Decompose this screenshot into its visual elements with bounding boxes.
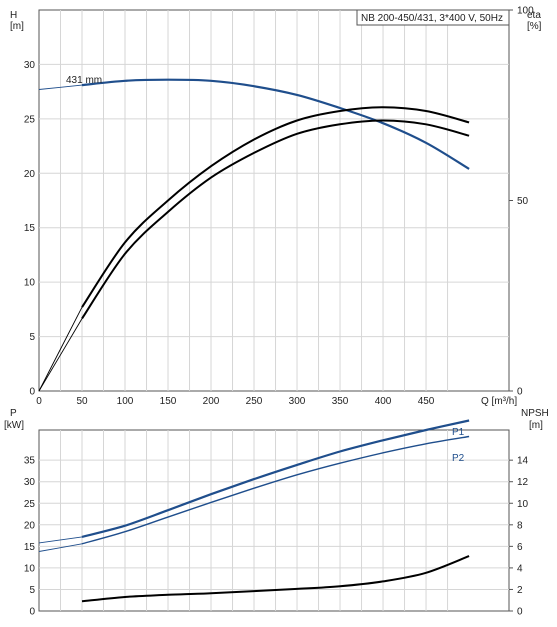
- y-right-tick-label: 2: [517, 585, 523, 596]
- y-right-tick-label: 0: [517, 387, 523, 398]
- x-tick-label: 300: [289, 396, 306, 407]
- y-left-tick-label: 10: [24, 278, 36, 289]
- top-grid: [39, 10, 509, 391]
- eta-axis-unit: [%]: [527, 21, 542, 32]
- x-tick-label: 350: [332, 396, 349, 407]
- y-left-tick-label: 15: [24, 223, 36, 234]
- p2-label: P2: [452, 453, 465, 464]
- series-line: [81, 119, 470, 320]
- y-left-tick-label: 25: [24, 499, 36, 510]
- x-tick-label: 250: [246, 396, 263, 407]
- series-extrapolation-line: [38, 318, 83, 392]
- y-left-tick-label: 0: [29, 607, 35, 618]
- y-right-tick-label: 100: [517, 6, 534, 17]
- power-npsh-panel: 0 5 10 15 20 25 30 35 0 2 4 6 8 10 12 14 P [kW] NPSH [m…: [4, 408, 549, 618]
- y-left-tick-label: 20: [24, 520, 36, 531]
- y-left-tick-label: 30: [24, 477, 36, 488]
- power-axis-unit: [kW]: [4, 420, 24, 431]
- y-left-tick-label: 5: [29, 585, 35, 596]
- x-tick-label: 200: [203, 396, 220, 407]
- x-tick-label: 150: [160, 396, 177, 407]
- y-left-tick-label: 35: [24, 456, 36, 467]
- series-extrapolation-line: [38, 543, 83, 552]
- y-left-tick-label: 0: [29, 387, 35, 398]
- head-axis-unit: [m]: [10, 21, 24, 32]
- y-right-tick-label: 50: [517, 196, 529, 207]
- power-axis-label: P: [10, 408, 17, 419]
- y-left-tick-label: 15: [24, 542, 36, 553]
- title-box: [356, 9, 510, 26]
- top-plot-frame: [38, 9, 510, 392]
- y-right-tick-label: 6: [517, 542, 523, 553]
- series-line: [81, 555, 470, 603]
- x-tick-label: 400: [375, 396, 392, 407]
- y-right-tick-label: 8: [517, 520, 523, 531]
- series-line: [81, 435, 470, 545]
- eta-axis-label: eta: [527, 10, 541, 21]
- npsh-axis-unit: [m]: [529, 420, 543, 431]
- x-tick-label: 100: [117, 396, 134, 407]
- top-series: [38, 78, 470, 392]
- y-right-tick-label: 12: [517, 477, 529, 488]
- flow-axis-label: Q [m³/h]: [481, 396, 517, 407]
- y-right-tick-label: 0: [517, 607, 523, 618]
- y-left-tick-label: 25: [24, 114, 36, 125]
- series-line: [81, 106, 470, 308]
- series-extrapolation-line: [38, 536, 83, 544]
- series-line: [81, 419, 470, 538]
- y-right-tick-label: 14: [517, 456, 529, 467]
- series-extrapolation-line: [38, 84, 83, 90]
- impeller-diameter-label: 431 mm: [66, 75, 102, 86]
- p1-label: P1: [452, 427, 465, 438]
- y-right-tick-label: 4: [517, 563, 523, 574]
- bottom-tick-labels: 0 5 10 15 20 25 30 35 0 2 4 6 8 10 12 14: [24, 456, 529, 618]
- npsh-axis-label: NPSH: [521, 408, 549, 419]
- bottom-plot-frame: [38, 429, 510, 612]
- x-tick-label: 0: [36, 396, 42, 407]
- x-tick-label: 450: [418, 396, 435, 407]
- head-axis-label: H: [10, 10, 17, 21]
- y-left-tick-label: 10: [24, 563, 36, 574]
- y-left-tick-label: 5: [29, 332, 35, 343]
- series-line: [81, 78, 470, 170]
- y-right-tick-label: 10: [517, 499, 529, 510]
- x-tick-label: 50: [76, 396, 88, 407]
- y-left-tick-label: 30: [24, 60, 36, 71]
- y-left-tick-label: 20: [24, 169, 36, 180]
- chart-title: NB 200-450/431, 3*400 V, 50Hz: [361, 13, 503, 24]
- bottom-series: [38, 419, 470, 603]
